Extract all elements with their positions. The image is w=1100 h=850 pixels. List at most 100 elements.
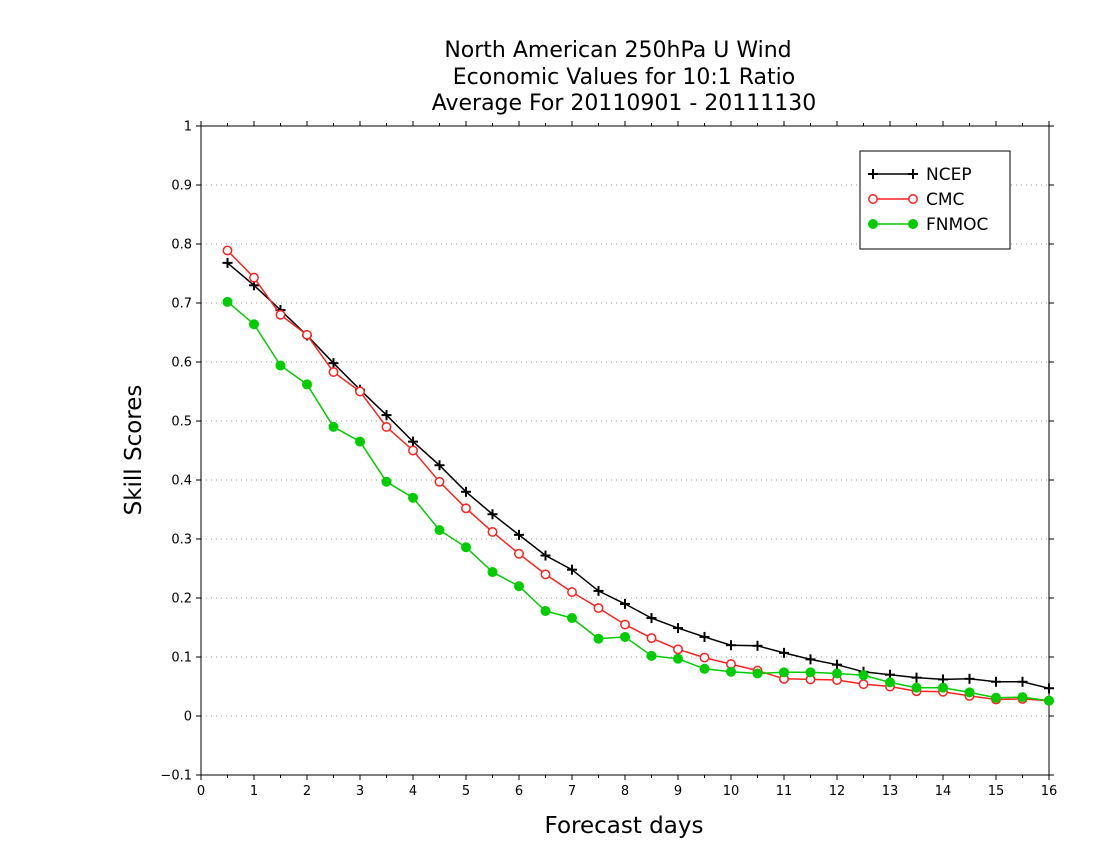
fnmoc-point (593, 633, 604, 644)
cmc-point (593, 603, 604, 613)
fnmoc-point (487, 567, 498, 578)
fnmoc-point (249, 319, 259, 330)
x-tick-label: 10 (723, 784, 740, 799)
fnmoc-point (355, 436, 365, 447)
fnmoc-point (805, 667, 816, 678)
x-tick-label: 15 (988, 784, 1005, 799)
x-tick-label: 9 (674, 784, 682, 799)
x-tick-label: 4 (409, 784, 417, 799)
fnmoc-point (328, 421, 339, 432)
ncep-point (779, 647, 789, 658)
fnmoc-point (461, 542, 471, 553)
legend-marker (908, 169, 918, 179)
series-ncep (222, 257, 1054, 694)
legend-marker (908, 194, 918, 204)
x-tick-label: 16 (1041, 784, 1058, 799)
x-tick-label: 12 (829, 784, 846, 799)
cmc-point (620, 619, 630, 630)
title-line-2: Economic Values for 10:1 Ratio (453, 65, 795, 90)
x-tick-label: 14 (935, 784, 952, 799)
ncep-point (752, 640, 763, 651)
fnmoc-point (408, 492, 418, 503)
y-axis-ticks: −0.1 0 0.1 0.2 0.3 0.4 0.5 0.6 0.7 0.8 0.9 1 (160, 120, 1054, 784)
y-tick-label: 0 (184, 710, 192, 725)
legend-label: FNMOC (926, 215, 988, 235)
cmc-point (275, 309, 286, 320)
chart-title: North American 250hPa U Wind Economic Va… (432, 38, 817, 116)
fnmoc-point (779, 667, 789, 678)
y-tick-label: 0.3 (171, 533, 192, 548)
cmc-point (328, 367, 339, 377)
legend-label: CMC (926, 190, 964, 210)
cmc-point (487, 526, 498, 537)
y-axis-label: Skill Scores (121, 385, 147, 516)
x-tick-label: 5 (462, 784, 470, 799)
ncep-point (991, 676, 1001, 687)
cmc-point (381, 421, 392, 432)
title-line-3: Average For 20110901 - 20111130 (432, 91, 817, 116)
legend-marker (908, 219, 918, 229)
fnmoc-point (1044, 695, 1054, 706)
ncep-point (673, 623, 683, 634)
fnmoc-point (938, 682, 948, 693)
fnmoc-point (567, 613, 577, 624)
ncep-point (1017, 676, 1028, 687)
y-tick-label: 0.9 (171, 179, 192, 194)
legend: NCEP CMC FNMOC (859, 150, 1011, 250)
ncep-point (461, 486, 471, 497)
fnmoc-point (858, 670, 869, 681)
cmc-point (434, 476, 445, 487)
fnmoc-point (302, 379, 312, 390)
y-tick-label: 0.7 (171, 297, 192, 312)
cmc-point (567, 587, 577, 598)
ncep-point (805, 654, 816, 665)
fnmoc-point (673, 653, 683, 664)
series-cmc (222, 245, 1054, 706)
x-tick-label: 6 (515, 784, 523, 799)
fnmoc-point (832, 668, 842, 679)
legend-box (859, 150, 1011, 250)
fnmoc-point (885, 677, 895, 688)
fnmoc-point (911, 682, 922, 693)
ncep-point (1044, 683, 1054, 694)
x-tick-label: 13 (882, 784, 899, 799)
y-tick-label: −0.1 (160, 769, 192, 784)
ncep-point (434, 460, 445, 471)
legend-item-cmc: CMC (868, 190, 964, 210)
cmc-point (646, 633, 657, 644)
y-tick-label: 0.2 (171, 592, 192, 607)
ncep-point (487, 509, 498, 520)
data-series (222, 245, 1054, 706)
legend-label: NCEP (926, 165, 972, 185)
ncep-point (726, 640, 736, 651)
fnmoc-point (1017, 692, 1028, 703)
fnmoc-point (381, 476, 392, 487)
x-axis-label: Forecast days (545, 813, 704, 839)
y-tick-label: 0.5 (171, 415, 192, 430)
cmc-point (673, 644, 683, 655)
legend-marker (868, 169, 878, 179)
ncep-point (699, 631, 710, 642)
ncep-point (646, 613, 657, 624)
x-tick-label: 1 (250, 784, 258, 799)
x-axis-ticks: 0 1 2 3 4 5 6 7 8 9 10 11 12 13 14 15 16 (197, 121, 1057, 799)
cmc-point (302, 329, 312, 340)
ncep-line (227, 262, 1050, 690)
ncep-point (593, 585, 604, 596)
legend-item-ncep: NCEP (868, 165, 972, 185)
fnmoc-point (699, 663, 710, 674)
ncep-point (408, 436, 418, 447)
legend-item-fnmoc: FNMOC (868, 215, 988, 235)
x-tick-label: 8 (621, 784, 629, 799)
y-tick-label: 0.6 (171, 356, 192, 371)
x-tick-label: 2 (303, 784, 311, 799)
cmc-point (355, 386, 365, 397)
ncep-point (514, 529, 524, 540)
cmc-point (514, 548, 524, 559)
cmc-point (249, 272, 259, 283)
y-tick-label: 0.1 (171, 651, 192, 666)
ncep-point (832, 659, 842, 670)
ncep-point (911, 672, 922, 683)
title-line-1: North American 250hPa U Wind (444, 38, 791, 63)
ncep-point (381, 410, 392, 421)
